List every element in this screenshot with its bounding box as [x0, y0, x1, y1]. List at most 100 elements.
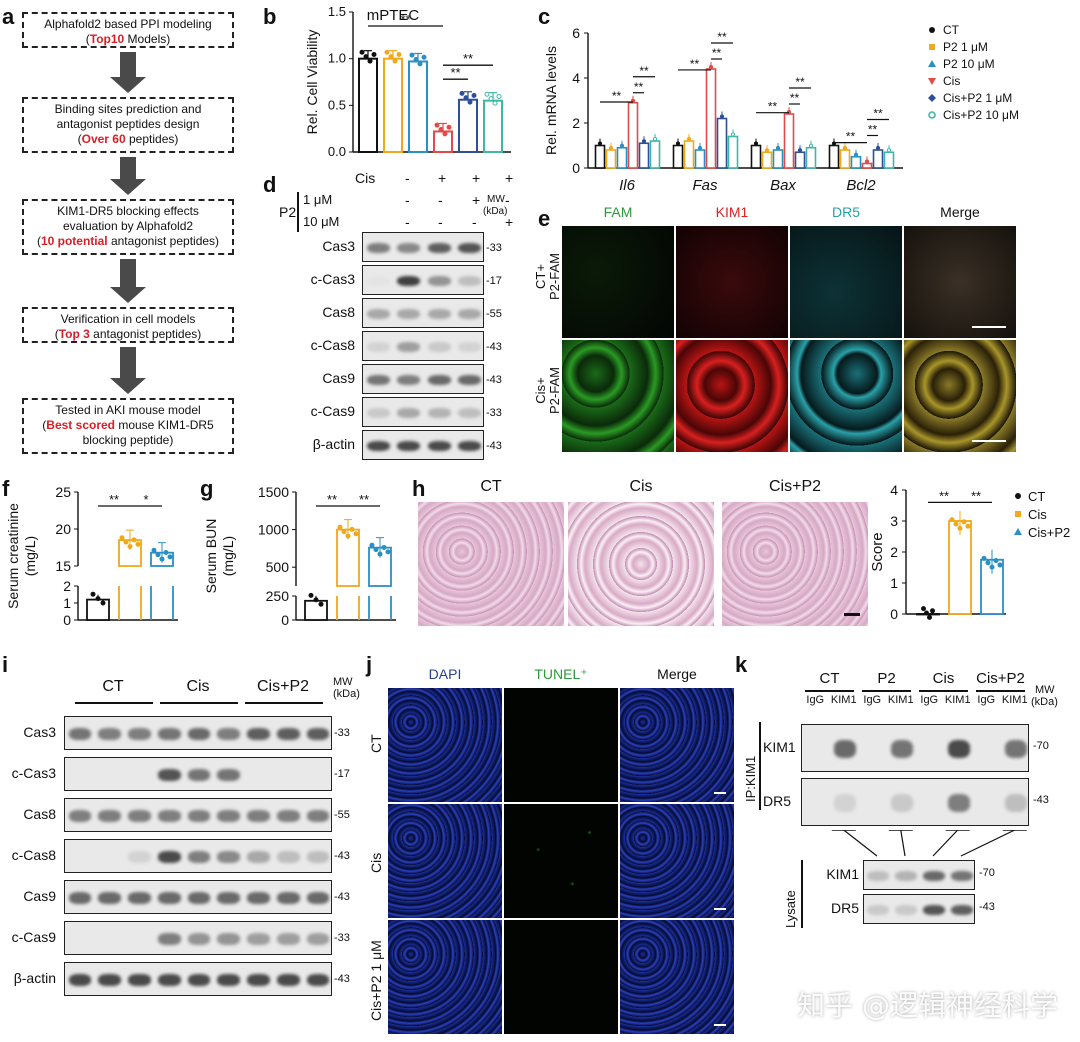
mw-marker: -70 — [979, 867, 995, 879]
data-point — [875, 145, 881, 151]
blot-band — [157, 727, 181, 741]
data-point — [417, 61, 423, 67]
blot-band — [951, 904, 973, 916]
blot-band — [128, 727, 151, 741]
y-axis-label: Rel. Cell Viability — [304, 30, 320, 135]
data-point — [438, 126, 444, 132]
bar — [850, 155, 862, 169]
connector — [900, 830, 906, 857]
blot-band — [397, 308, 421, 320]
blot-row-label: DR5 — [830, 900, 859, 916]
blot-row-label: c-Cas3 — [310, 271, 355, 287]
data-point — [119, 535, 125, 541]
data-point — [993, 558, 999, 564]
blot-band — [366, 374, 390, 386]
significance-mark: ** — [450, 65, 460, 80]
flow-paren: peptides) — [125, 132, 179, 146]
blot-band — [247, 727, 270, 741]
y-tick-label: 1 — [890, 575, 898, 591]
blot-band — [427, 341, 451, 353]
bar — [772, 149, 784, 169]
row-label: CT+ P2-FAM — [533, 253, 562, 300]
blot-band — [247, 932, 270, 946]
tunel-image — [504, 688, 618, 802]
panel-label-c: c — [538, 4, 551, 29]
data-point — [808, 143, 814, 148]
row-label: Cis+P2 1 μM — [368, 940, 384, 1021]
data-point — [409, 52, 415, 58]
blot-band — [98, 809, 121, 823]
blot-band — [68, 809, 92, 823]
blot-band — [187, 973, 211, 987]
bar — [358, 57, 378, 154]
data-point — [961, 519, 967, 525]
data-point — [652, 136, 658, 142]
blot-band — [157, 850, 181, 864]
data-point — [396, 51, 402, 57]
y-tick-label: 1.0 — [328, 51, 346, 66]
panel-label-h: h — [412, 476, 426, 501]
blot-band — [890, 794, 913, 812]
flow-paren: ( — [42, 418, 47, 432]
blot-band — [367, 276, 390, 287]
significance-mark: ** — [768, 100, 778, 114]
data-point — [886, 148, 892, 153]
lane-label: KIM1 — [887, 694, 914, 706]
bar — [694, 149, 706, 169]
lane-label: KIM1 — [830, 694, 857, 706]
blot-band — [277, 932, 300, 946]
blot-strip — [863, 894, 975, 924]
y-tick-label: 25 — [55, 484, 71, 500]
gene-label: Bcl2 — [846, 177, 876, 194]
blot-band — [217, 973, 241, 987]
data-point — [384, 49, 390, 55]
flow-paren: mouse KIM1-DR5 — [115, 418, 214, 432]
legend-label: P2 10 μM — [943, 57, 995, 71]
blot-band — [247, 973, 270, 987]
legend-label: P2 1 μM — [943, 40, 988, 54]
bar — [408, 60, 428, 153]
y-tick-label: 500 — [266, 559, 290, 575]
blot-band — [458, 440, 482, 452]
legend-marker — [1015, 493, 1021, 499]
bar — [458, 98, 478, 153]
bar — [594, 144, 606, 169]
blot-row-label: Cas9 — [322, 370, 355, 386]
significance-mark: ** — [939, 488, 949, 503]
blot-band — [247, 809, 270, 823]
blot-d: Cis - + + + P2 1 μM 10 μM - - + - - - - + MW (kDa) Cas3 -33… — [265, 170, 530, 470]
group-underline — [245, 702, 323, 704]
data-point — [381, 544, 387, 550]
data-point — [421, 54, 427, 60]
mw-header: MW — [487, 194, 505, 205]
bar — [627, 101, 639, 169]
blot-row-label: Cas8 — [23, 806, 56, 822]
blot-band — [366, 440, 390, 452]
data-point — [371, 51, 377, 57]
scale-bar — [844, 613, 860, 616]
panel-label-a: a — [2, 4, 15, 29]
data-point — [927, 614, 932, 620]
blot-band — [98, 891, 121, 905]
blot-band — [427, 308, 451, 320]
group-underline — [976, 690, 1025, 692]
blot-row-label: c-Cas8 — [11, 847, 56, 863]
data-point — [697, 145, 703, 151]
legend-marker — [928, 78, 936, 85]
flow-highlight: Best scored — [46, 418, 115, 432]
data-point — [446, 124, 452, 130]
data-point — [608, 145, 614, 151]
data-point — [686, 136, 692, 142]
panel-label-j: j — [366, 652, 373, 677]
blot-band — [427, 407, 451, 419]
mw-marker: -70 — [1033, 740, 1049, 752]
arrow-shape — [110, 52, 146, 93]
bar — [383, 57, 403, 154]
blot-strip — [64, 962, 332, 996]
blot-band — [128, 809, 151, 823]
tunel-image — [388, 804, 502, 918]
data-point — [345, 533, 351, 539]
tunel-image — [620, 688, 734, 802]
data-point — [921, 606, 926, 612]
